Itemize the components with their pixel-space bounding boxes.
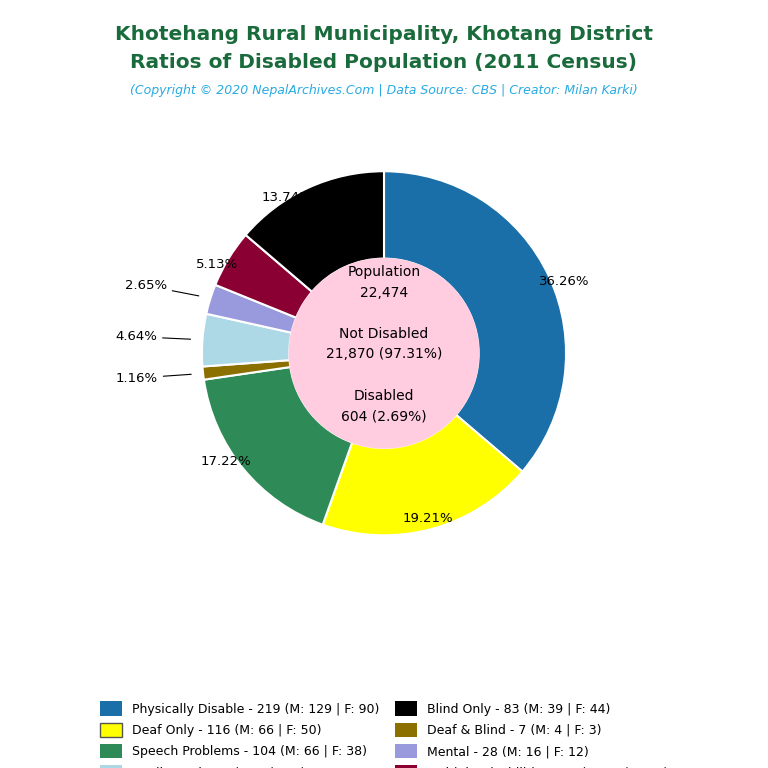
Text: 13.74%: 13.74%: [262, 191, 313, 204]
Wedge shape: [202, 314, 292, 366]
Text: 5.13%: 5.13%: [196, 258, 238, 271]
Wedge shape: [246, 171, 384, 292]
Text: Khotehang Rural Municipality, Khotang District: Khotehang Rural Municipality, Khotang Di…: [115, 25, 653, 44]
Wedge shape: [203, 360, 290, 379]
Text: 19.21%: 19.21%: [402, 512, 453, 525]
Wedge shape: [323, 415, 522, 535]
Text: 17.22%: 17.22%: [201, 455, 252, 468]
Wedge shape: [384, 171, 566, 472]
Wedge shape: [215, 235, 312, 318]
Text: 2.65%: 2.65%: [124, 279, 199, 296]
Text: 1.16%: 1.16%: [116, 372, 191, 385]
Text: (Copyright © 2020 NepalArchives.Com | Data Source: CBS | Creator: Milan Karki): (Copyright © 2020 NepalArchives.Com | Da…: [130, 84, 638, 97]
Legend: Physically Disable - 219 (M: 129 | F: 90), Deaf Only - 116 (M: 66 | F: 50), Spee: Physically Disable - 219 (M: 129 | F: 90…: [100, 701, 668, 768]
Wedge shape: [207, 285, 296, 333]
Text: 4.64%: 4.64%: [115, 330, 190, 343]
Text: Population
22,474

Not Disabled
21,870 (97.31%)

Disabled
604 (2.69%): Population 22,474 Not Disabled 21,870 (9…: [326, 265, 442, 423]
Circle shape: [290, 259, 478, 448]
Text: Ratios of Disabled Population (2011 Census): Ratios of Disabled Population (2011 Cens…: [131, 54, 637, 72]
Text: 36.26%: 36.26%: [539, 275, 590, 288]
Wedge shape: [204, 367, 353, 525]
